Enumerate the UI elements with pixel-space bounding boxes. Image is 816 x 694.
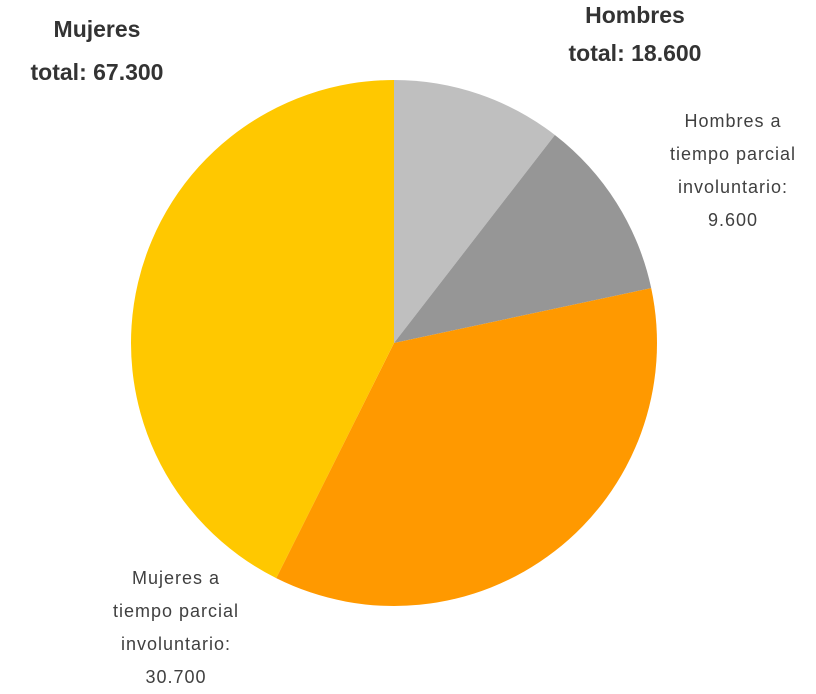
slice-value: 30.700 xyxy=(145,667,207,687)
slice-label: Hombres a tiempo parcial involuntario: 9.… xyxy=(658,105,808,237)
slice-category: Hombres a tiempo parcial involuntario: xyxy=(669,111,797,197)
pie-slice xyxy=(131,80,395,579)
group-total: total: 18.600 xyxy=(568,40,702,66)
slice-category: Mujeres a tiempo parcial involuntario: xyxy=(112,568,240,654)
pie-slice xyxy=(394,80,555,343)
slice-value: 9.600 xyxy=(707,210,759,230)
group-total: total: 67.300 xyxy=(30,59,164,85)
pie-slice xyxy=(276,288,657,607)
group-total: Hombres xyxy=(585,2,685,28)
pie-slice xyxy=(394,134,652,343)
slice-label: Mujeres a tiempo parcial involuntario: 30… xyxy=(101,562,251,694)
group-total: Mujeres xyxy=(53,16,141,42)
